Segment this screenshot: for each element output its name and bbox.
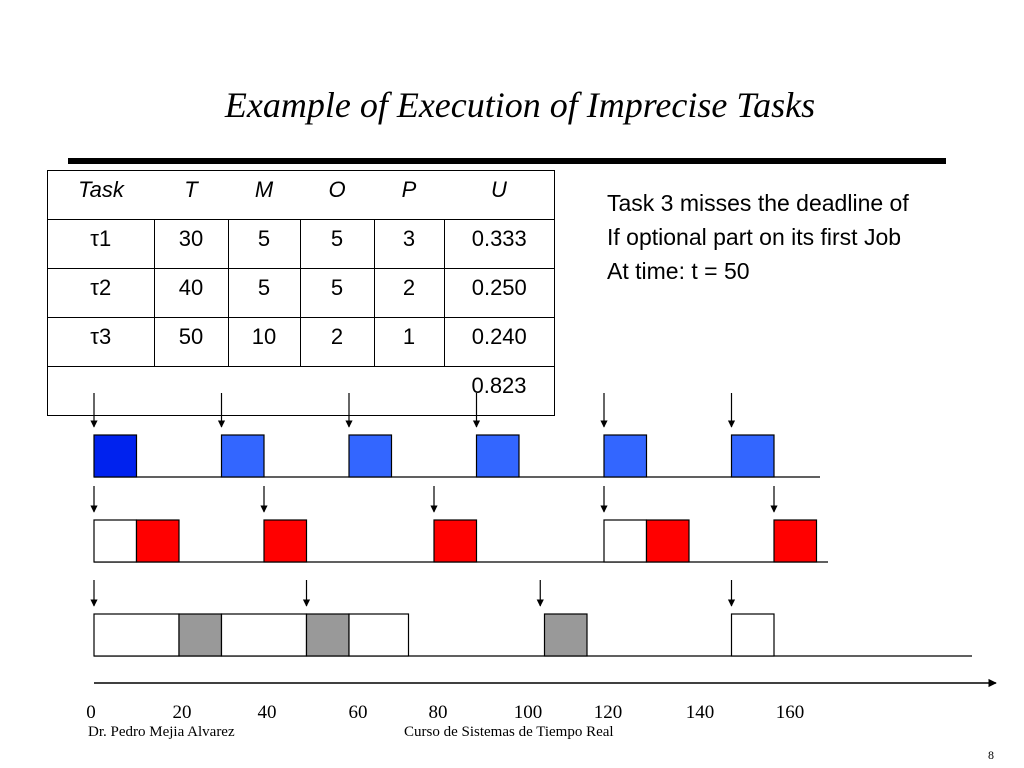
- period-cell: 40: [153, 268, 229, 318]
- priority-cell: 2: [373, 268, 445, 318]
- note-line: If optional part on its first Job: [607, 224, 902, 250]
- execution-block: [178, 613, 223, 657]
- optional-cell: 2: [299, 317, 375, 367]
- execution-block: [220, 434, 265, 478]
- execution-block: [543, 613, 588, 657]
- utilization-cell: 0.240: [443, 317, 555, 367]
- execution-block: [305, 613, 350, 657]
- priority-cell: 3: [373, 219, 445, 269]
- total-utilization-cell: 0.823: [444, 366, 555, 416]
- utilization-cell: 0.333: [443, 219, 555, 269]
- table-row: τ2 40 5 5 2 0.250: [47, 268, 555, 318]
- tick-label: 100: [514, 702, 543, 723]
- execution-block: [93, 519, 138, 563]
- execution-block: [348, 434, 393, 478]
- execution-block: [730, 434, 775, 478]
- deadline-note: Task 3 misses the deadline of If optiona…: [607, 186, 909, 288]
- execution-block: [220, 613, 308, 657]
- table-row: τ1 30 5 5 3 0.333: [47, 219, 555, 269]
- header-task: Task: [47, 170, 154, 220]
- mandatory-cell: 10: [227, 317, 301, 367]
- tick-label: 40: [258, 702, 277, 723]
- task-table: Task T M O P U τ1 30 5 5 3 0.333 τ2 40 5…: [47, 170, 555, 416]
- execution-block: [603, 519, 648, 563]
- tick-label: 140: [686, 702, 715, 723]
- note-line: Task 3 misses the deadline of: [607, 190, 909, 216]
- note-line: At time: t = 50: [607, 258, 750, 284]
- execution-block: [433, 519, 478, 563]
- execution-block: [475, 434, 520, 478]
- page-number: 8: [988, 748, 994, 762]
- tick-label: 0: [86, 702, 96, 723]
- tick-label: 60: [349, 702, 368, 723]
- tick-label: 80: [429, 702, 448, 723]
- mandatory-cell: 5: [227, 268, 301, 318]
- task-name-cell: τ3: [47, 317, 155, 367]
- header-p: P: [374, 170, 444, 220]
- execution-block: [93, 613, 180, 657]
- tick-label: 120: [594, 702, 623, 723]
- slide-title: Example of Execution of Imprecise Tasks: [224, 85, 816, 125]
- total-spacer: [47, 366, 444, 416]
- mandatory-cell: 5: [227, 219, 301, 269]
- execution-block: [93, 434, 138, 478]
- execution-block: [348, 613, 410, 657]
- execution-block: [773, 519, 818, 563]
- tick-label: 160: [776, 702, 805, 723]
- header-t: T: [154, 170, 228, 220]
- table-total-row: 0.823: [47, 366, 555, 416]
- execution-block: [603, 434, 648, 478]
- optional-cell: 5: [299, 219, 375, 269]
- footer-course: Curso de Sistemas de Tiempo Real: [404, 724, 614, 740]
- table-header-row: Task T M O P U: [47, 170, 555, 220]
- execution-block: [263, 519, 308, 563]
- execution-block: [730, 613, 775, 657]
- footer-author: Dr. Pedro Mejia Alvarez: [88, 724, 235, 740]
- title-rule: [68, 158, 946, 164]
- period-cell: 50: [153, 317, 229, 367]
- execution-block: [135, 519, 180, 563]
- execution-block: [645, 519, 690, 563]
- period-cell: 30: [153, 219, 229, 269]
- optional-cell: 5: [299, 268, 375, 318]
- table-row: τ3 50 10 2 1 0.240: [47, 317, 555, 367]
- tick-label: 20: [173, 702, 192, 723]
